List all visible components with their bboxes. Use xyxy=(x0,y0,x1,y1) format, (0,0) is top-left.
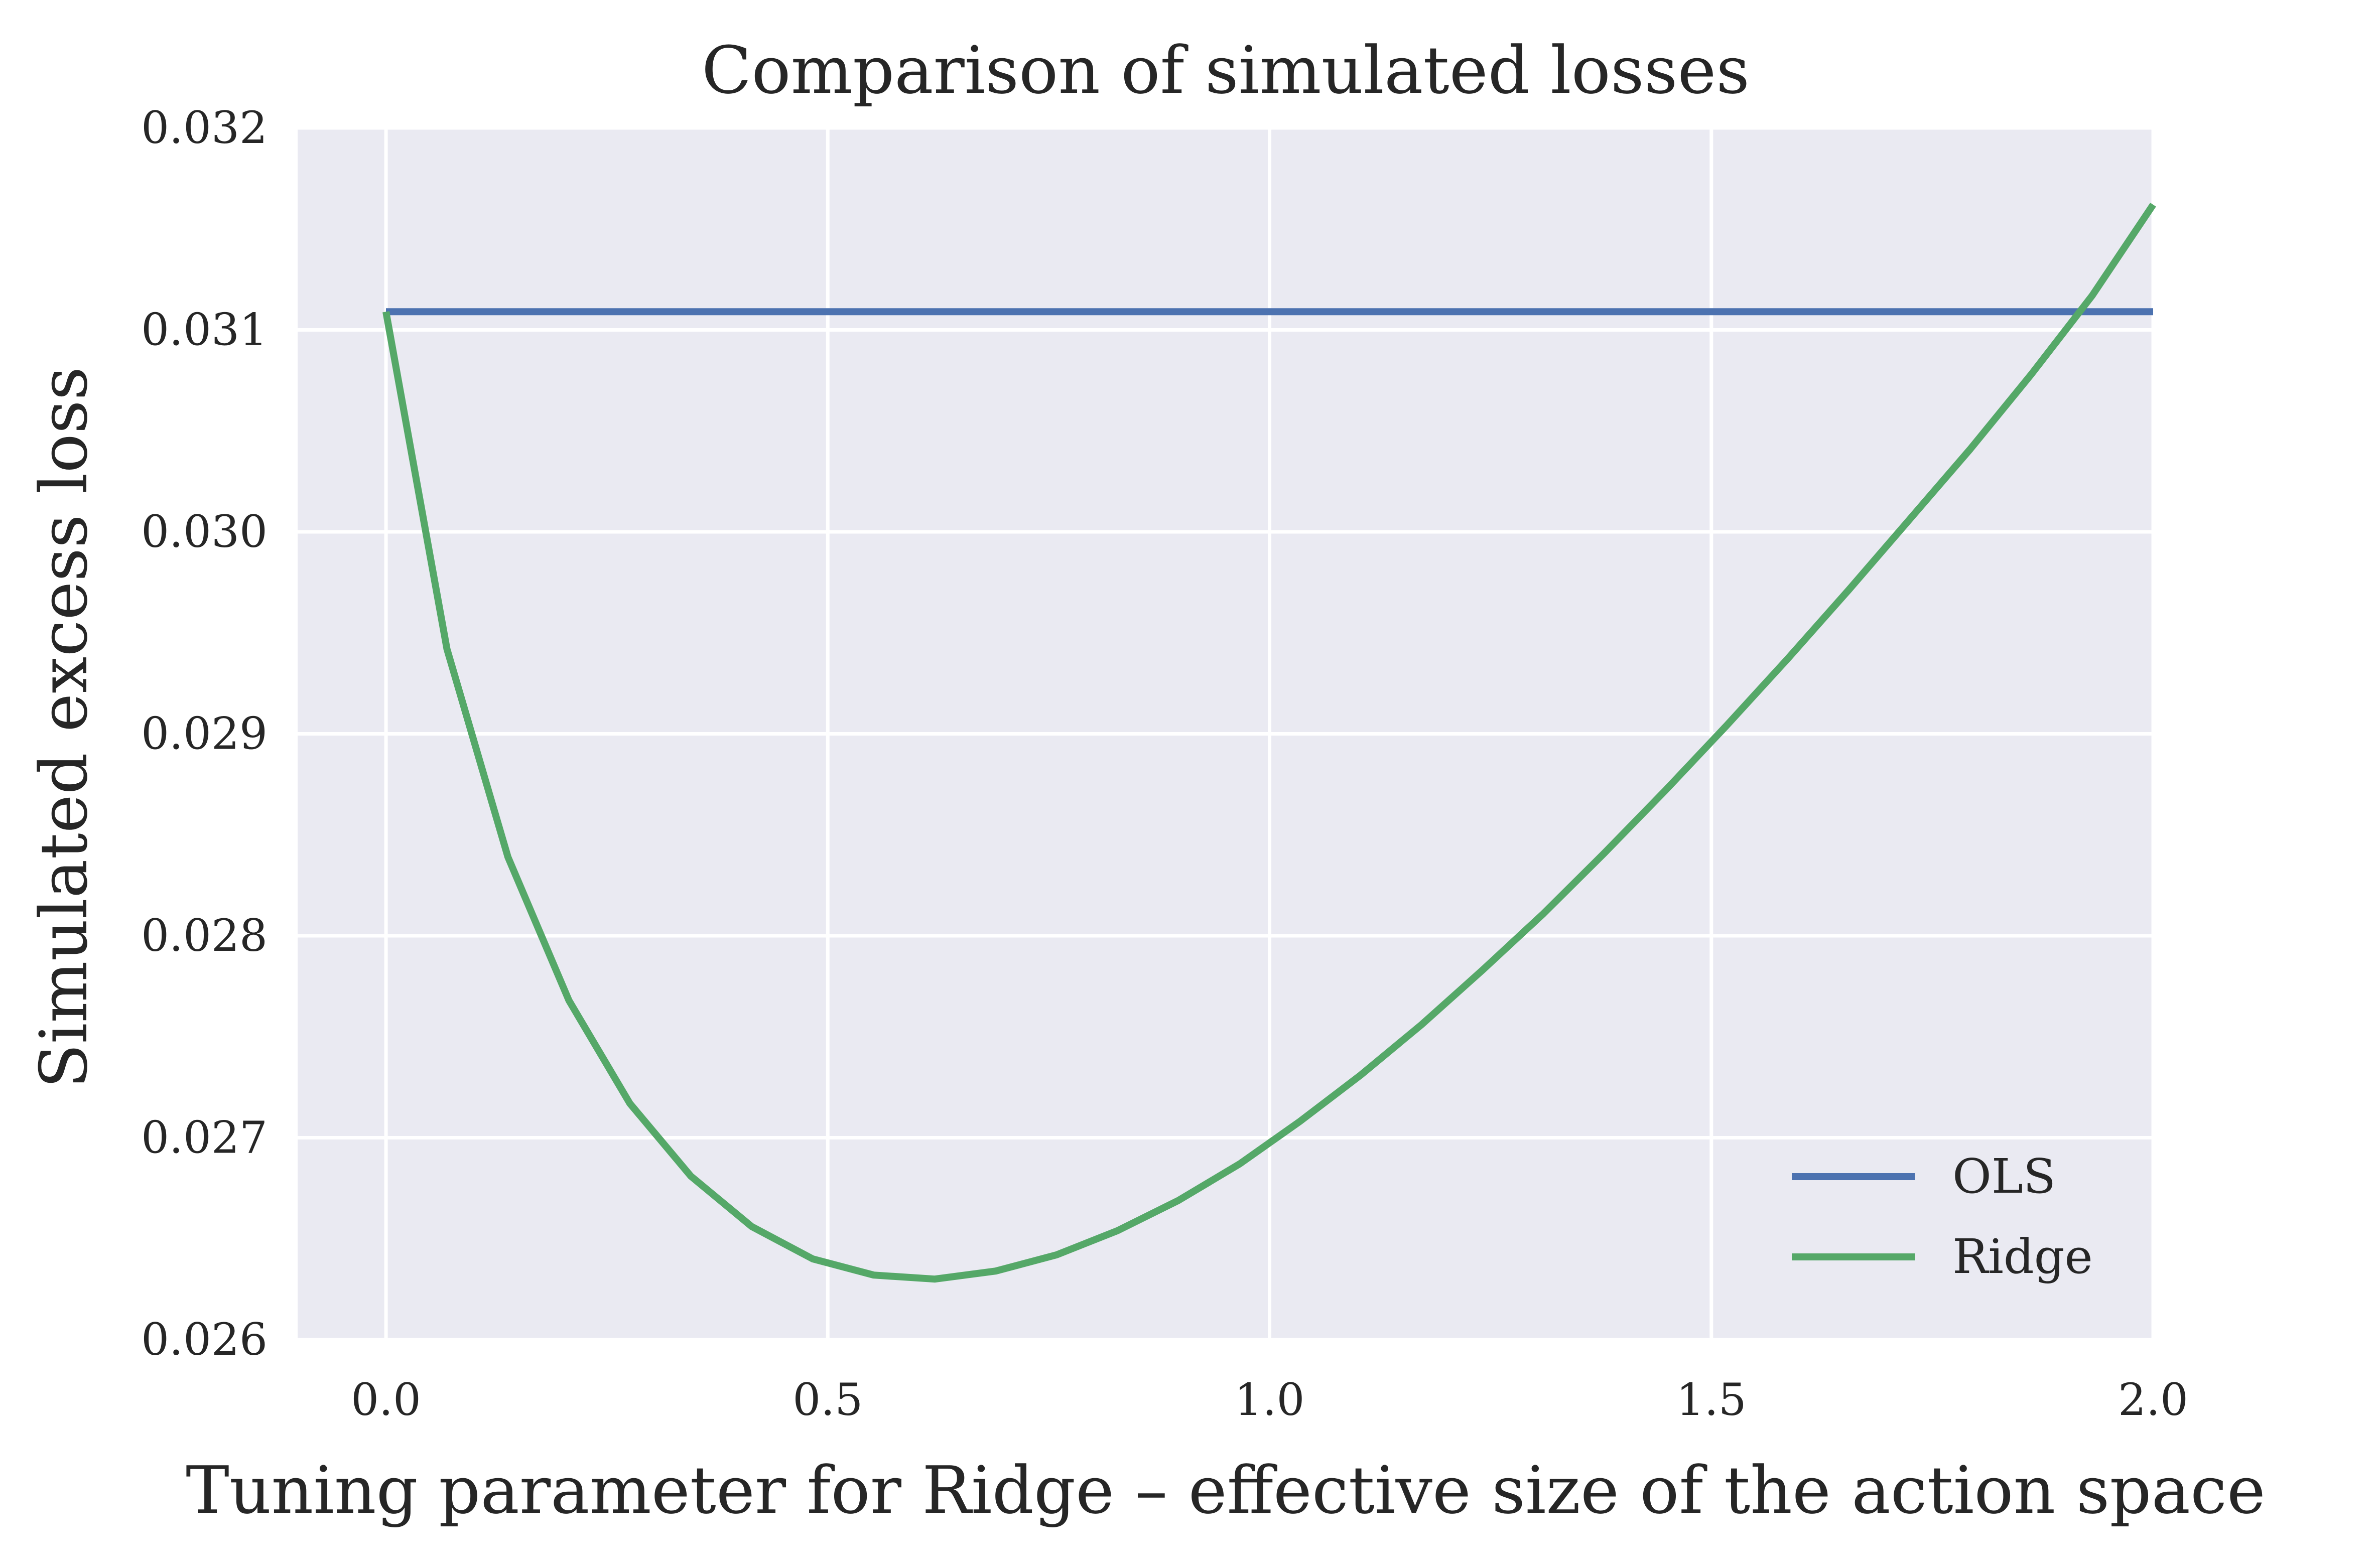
x-tick-label: 0.0 xyxy=(351,1374,421,1426)
chart-title: Comparison of simulated losses xyxy=(702,32,1750,108)
grid-lines xyxy=(298,126,2155,1342)
series-line-ridge xyxy=(382,203,2156,1283)
y-tick-label: 0.028 xyxy=(141,910,268,961)
y-tick-labels: 0.026 0.027 0.028 0.029 0.030 0.031 0.032 xyxy=(141,102,268,1365)
y-tick-label: 0.029 xyxy=(141,708,268,760)
x-tick-label: 1.5 xyxy=(1676,1374,1747,1426)
legend-label-ols: OLS xyxy=(1952,1149,2056,1204)
x-tick-label: 2.0 xyxy=(2118,1374,2188,1426)
y-axis-label: Simulated excess loss xyxy=(26,367,102,1088)
x-tick-label: 0.5 xyxy=(792,1374,863,1426)
series-lines xyxy=(382,203,2156,1283)
x-tick-labels: 0.0 0.5 1.0 1.5 2.0 xyxy=(351,1374,2188,1426)
legend: OLS Ridge xyxy=(1792,1149,2093,1285)
y-tick-label: 0.032 xyxy=(141,102,268,154)
y-tick-label: 0.027 xyxy=(141,1112,268,1164)
y-tick-label: 0.031 xyxy=(141,304,268,356)
x-tick-label: 1.0 xyxy=(1235,1374,1305,1426)
x-axis-label: Tuning parameter for Ridge – effective s… xyxy=(186,1452,2266,1528)
y-tick-label: 0.030 xyxy=(141,506,268,557)
y-tick-label: 0.026 xyxy=(141,1314,268,1365)
legend-label-ridge: Ridge xyxy=(1952,1229,2093,1285)
